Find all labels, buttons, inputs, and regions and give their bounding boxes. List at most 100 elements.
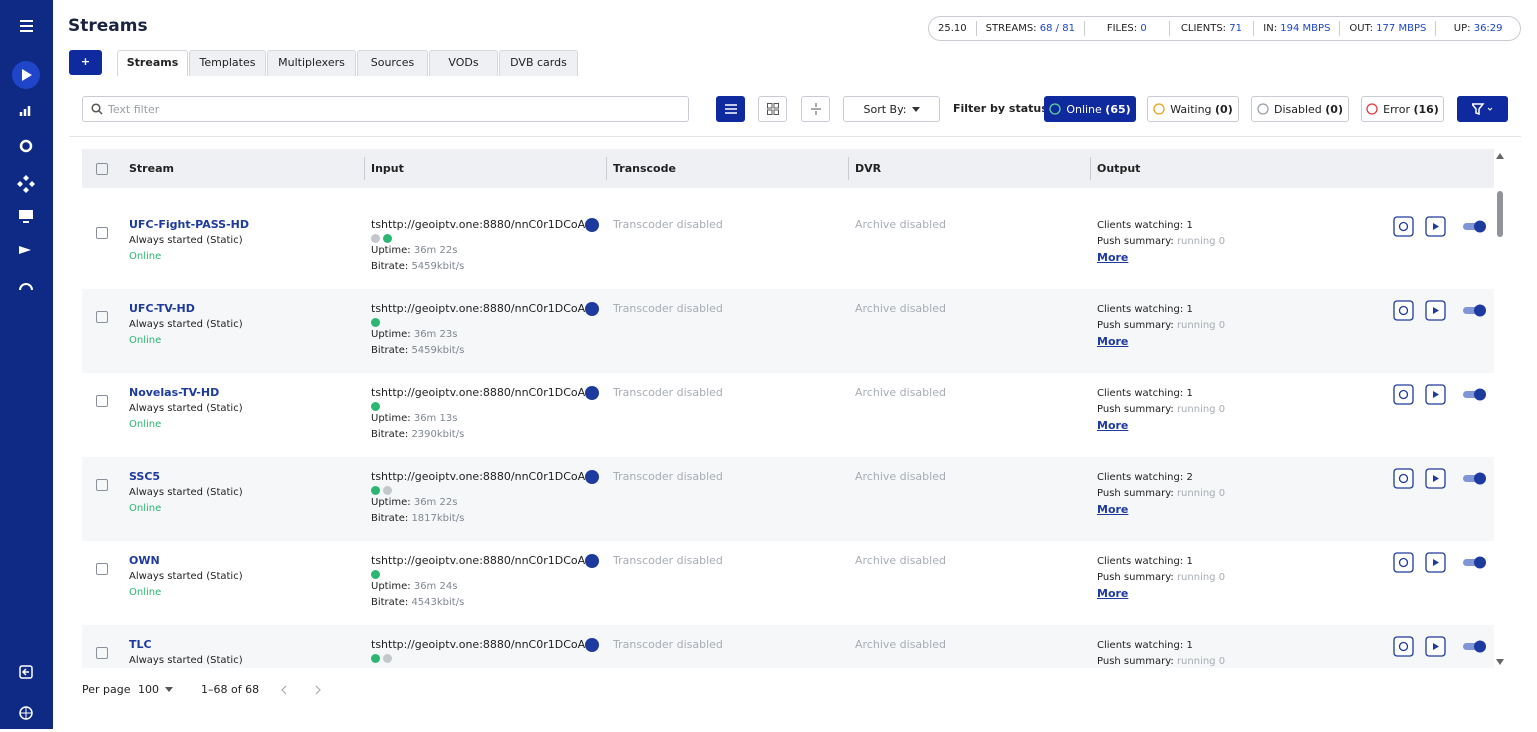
tab[interactable]: Streams	[117, 50, 188, 76]
clients-value: 1	[1186, 388, 1193, 399]
toolbar: Text filter Sort By: Filter by status: O…	[69, 85, 1521, 137]
clients-value: 1	[1186, 640, 1193, 651]
status-label: Error	[1383, 102, 1410, 116]
bitrate-value: 1817kbit/s	[411, 513, 465, 524]
compact-icon	[810, 103, 821, 115]
uptime-value: 36m 24s	[413, 581, 458, 592]
clients-label: Clients watching:	[1097, 388, 1184, 399]
stream-name[interactable]: TLC	[129, 638, 152, 651]
status-filter[interactable]: Waiting (0)	[1147, 96, 1239, 122]
stream-mode: Always started (Static)	[129, 235, 243, 246]
per-page-select[interactable]: 100	[138, 683, 173, 696]
tab[interactable]: Sources	[357, 50, 428, 76]
push-label: Push summary:	[1097, 320, 1174, 331]
action-icons[interactable]	[1393, 216, 1493, 238]
stream-mode: Always started (Static)	[129, 403, 243, 414]
transcode: Transcoder disabled	[613, 638, 723, 651]
tab[interactable]: Multiplexers	[267, 50, 356, 76]
input-dot	[371, 486, 380, 495]
input-dot	[371, 234, 380, 243]
clients-value: 2	[1186, 472, 1193, 483]
sort-button[interactable]: Sort By:	[843, 96, 940, 122]
stream-row: UFC-Fight-PASS-HD Always started (Static)…	[82, 205, 1494, 289]
push-label: Push summary:	[1097, 572, 1174, 583]
input-dot	[371, 318, 380, 327]
stream-name[interactable]: Novelas-TV-HD	[129, 386, 220, 399]
action-icons[interactable]	[1393, 468, 1493, 490]
input-dot	[383, 486, 392, 495]
stream-row: Novelas-TV-HD Always started (Static) Onli…	[82, 373, 1494, 457]
uptime: Uptime: 36m 13s	[371, 413, 457, 424]
input-dot	[371, 402, 380, 411]
row-checkbox[interactable]	[96, 311, 108, 323]
stream-name[interactable]: UFC-TV-HD	[129, 302, 195, 315]
more-link[interactable]: More	[1097, 587, 1129, 600]
uptime-label: Uptime:	[371, 413, 411, 424]
select-all[interactable]	[96, 163, 108, 175]
status-filter[interactable]: Disabled (0)	[1251, 96, 1349, 122]
column-header: DVR	[855, 162, 882, 175]
push-summary: Push summary: running 0	[1097, 404, 1225, 415]
grid-view[interactable]	[758, 96, 787, 122]
uptime-label: Uptime:	[371, 329, 411, 340]
more-link[interactable]: More	[1097, 335, 1129, 348]
table-header: Stream Input Transcode DVR Output	[82, 149, 1494, 188]
stream-name[interactable]: SSC5	[129, 470, 161, 483]
list-view[interactable]	[716, 96, 745, 122]
status-filter[interactable]: Online (65)	[1044, 96, 1136, 122]
status-icon	[1049, 103, 1061, 115]
per-page-value: 100	[138, 683, 159, 696]
tab[interactable]: VODs	[429, 50, 498, 76]
per-page-label: Per page	[82, 683, 131, 696]
row-checkbox[interactable]	[96, 563, 108, 575]
row-checkbox[interactable]	[96, 395, 108, 407]
action-icons[interactable]	[1393, 636, 1493, 658]
row-checkbox[interactable]	[96, 227, 108, 239]
status-label: Disabled	[1273, 102, 1322, 116]
stream-name[interactable]: OWN	[129, 554, 160, 567]
tab[interactable]: Templates	[189, 50, 266, 76]
column-separator	[1090, 157, 1091, 180]
action-icons[interactable]	[1393, 300, 1493, 322]
row-checkbox[interactable]	[96, 647, 108, 659]
actions	[1393, 552, 1493, 577]
table-body: UFC-Fight-PASS-HD Always started (Static)…	[82, 188, 1494, 668]
column-header: Input	[371, 162, 404, 175]
clients: Clients watching: 2	[1097, 472, 1193, 483]
stream-row: OWN Always started (Static) Online tshttp:/…	[82, 541, 1494, 625]
caret	[911, 106, 920, 112]
more-link[interactable]: More	[1097, 251, 1129, 264]
transcode: Transcoder disabled	[613, 554, 723, 567]
status-text: Error (16)	[1383, 103, 1439, 116]
uptime-label: Uptime:	[371, 581, 411, 592]
status-filter[interactable]: Error (16)	[1361, 96, 1444, 122]
stream-status: Online	[129, 587, 162, 598]
filter-button[interactable]	[1457, 96, 1508, 122]
row-checkbox[interactable]	[96, 479, 108, 491]
input-dot	[383, 234, 392, 243]
push-summary: Push summary: running 0	[1097, 488, 1225, 499]
text-filter[interactable]: Text filter	[82, 96, 689, 122]
stream-mode: Always started (Static)	[129, 571, 243, 582]
clients: Clients watching: 1	[1097, 556, 1193, 567]
add-button[interactable]: +	[69, 50, 102, 75]
dvr: Archive disabled	[855, 554, 946, 567]
sort-label: Sort By:	[863, 102, 907, 116]
compact-view[interactable]	[801, 96, 830, 122]
stream-status: Online	[129, 503, 162, 514]
stat-label: CLIENTS:	[1180, 23, 1227, 34]
action-icons[interactable]	[1393, 384, 1493, 406]
info-icon	[585, 218, 599, 232]
action-icons[interactable]	[1393, 552, 1493, 574]
version: 25.10	[938, 23, 967, 34]
tab[interactable]: DVB cards	[499, 50, 578, 76]
stream-name[interactable]: UFC-Fight-PASS-HD	[129, 218, 249, 231]
clients-label: Clients watching:	[1097, 556, 1184, 567]
filter-placeholder: Text filter	[108, 102, 160, 116]
stat: UP: 36:29	[1435, 21, 1520, 36]
more-link[interactable]: More	[1097, 503, 1129, 516]
bitrate: Bitrate: 2390kbit/s	[371, 429, 464, 440]
push-summary: Push summary: running 0	[1097, 320, 1225, 331]
push-value: running 0	[1176, 488, 1226, 499]
more-link[interactable]: More	[1097, 419, 1129, 432]
